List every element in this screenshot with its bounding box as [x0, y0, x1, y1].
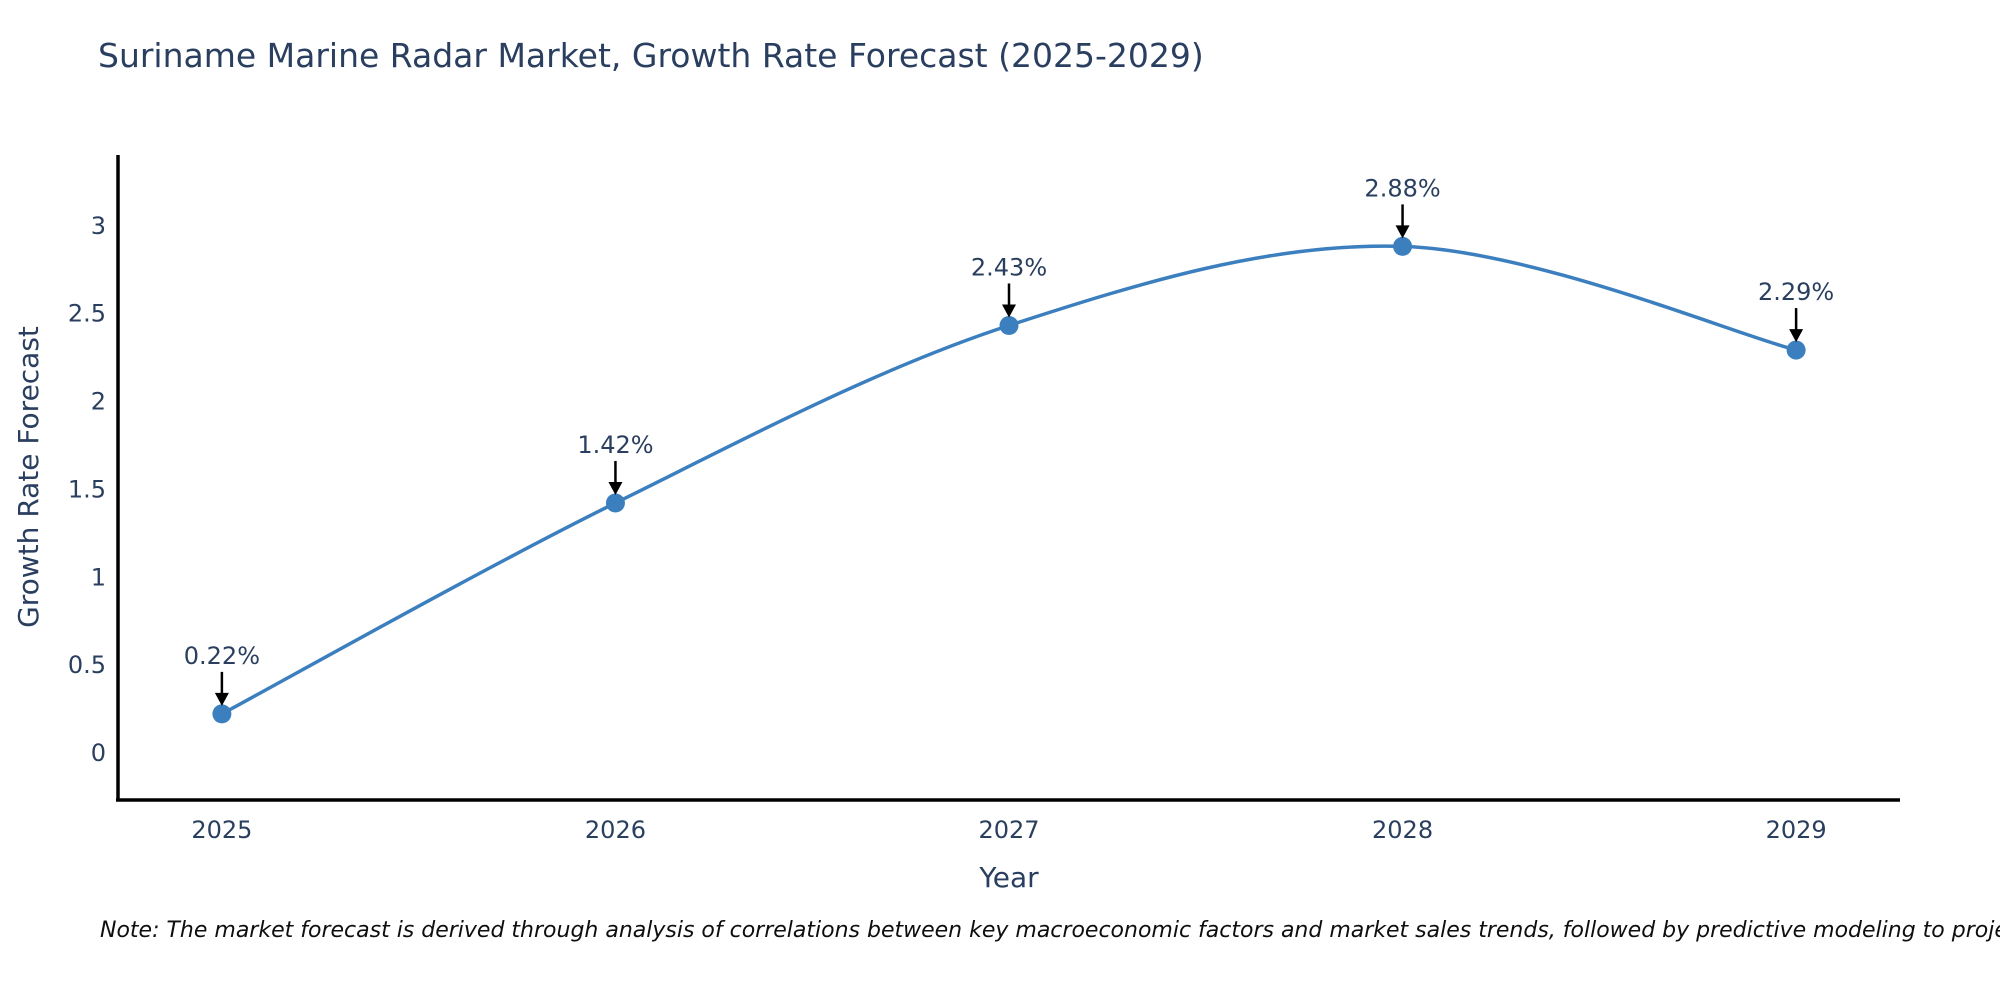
point-annotations: 0.22% 1.42% 2.43% 2.88% 2.29%	[184, 174, 1834, 706]
data-point-marker	[1786, 340, 1806, 360]
data-point-marker	[212, 704, 232, 724]
point-value-label: 2.29%	[1758, 278, 1834, 306]
y-tick-label: 0	[91, 739, 106, 767]
y-axis-title: Growth Rate Forecast	[12, 326, 45, 628]
x-tick-label: 2029	[1766, 816, 1827, 844]
point-value-label: 2.43%	[971, 253, 1047, 281]
y-tick-label: 1	[91, 563, 106, 591]
x-tick-label: 2027	[978, 816, 1039, 844]
annotation-arrowhead-icon	[1002, 304, 1016, 318]
point-value-label: 1.42%	[577, 431, 653, 459]
annotation-arrowhead-icon	[1395, 225, 1410, 239]
annotation-arrowhead-icon	[214, 692, 229, 706]
data-point-marker	[1393, 236, 1413, 256]
y-axis-tick-labels: 0 0.5 1 1.5 2 2.5 3	[68, 212, 106, 767]
x-axis-title: Year	[978, 861, 1039, 894]
y-tick-label: 1.5	[68, 475, 106, 503]
data-point-marker	[999, 315, 1019, 335]
annotation-arrowhead-icon	[1789, 329, 1804, 343]
y-tick-label: 0.5	[68, 651, 106, 679]
point-value-label: 2.88%	[1364, 174, 1440, 202]
y-tick-label: 2.5	[68, 300, 106, 328]
footnote: Note: The market forecast is derived thr…	[100, 918, 2000, 943]
x-axis-tick-labels: 2025 2026 2027 2028 2029	[191, 816, 1826, 844]
y-tick-label: 3	[91, 212, 106, 240]
x-tick-label: 2025	[191, 816, 252, 844]
data-point-marker	[605, 493, 625, 513]
series-markers	[212, 236, 1806, 724]
annotation-arrowhead-icon	[608, 481, 623, 495]
point-value-label: 0.22%	[184, 642, 260, 670]
x-tick-label: 2028	[1372, 816, 1433, 844]
chart-title: Suriname Marine Radar Market, Growth Rat…	[98, 36, 1204, 75]
y-tick-label: 2	[91, 388, 106, 416]
x-tick-label: 2026	[585, 816, 646, 844]
